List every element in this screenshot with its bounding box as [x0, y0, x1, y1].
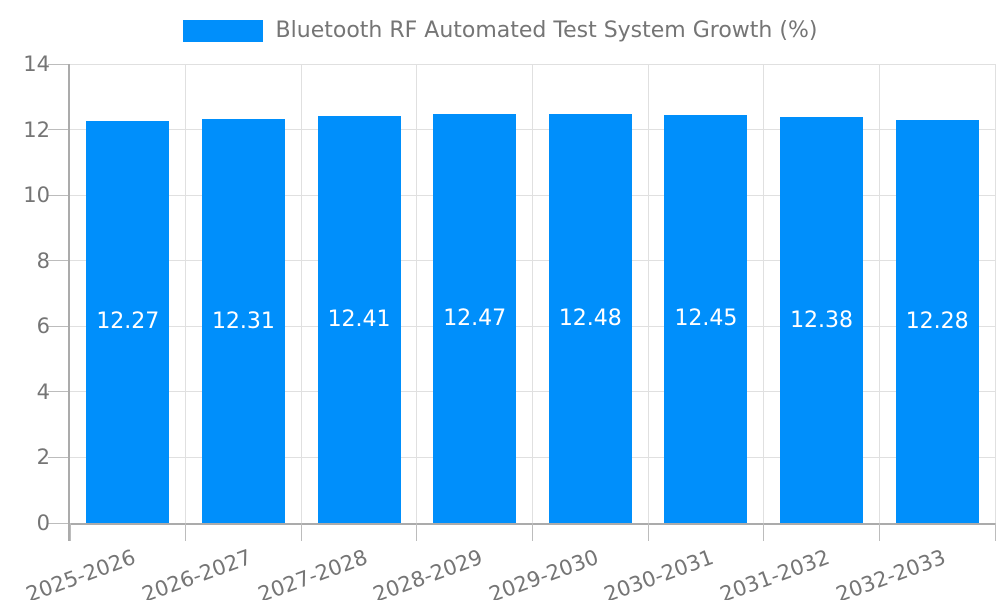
x-axis-label: 2027-2028: [254, 545, 371, 600]
y-axis-label: 12: [23, 117, 50, 142]
bar-value-label: 12.41: [327, 307, 391, 333]
plot-area: 0 2 4 6 8 10 12 14 2025-2026 2026-2027 2027-2028 20…: [23, 52, 996, 600]
y-axis-label: 10: [23, 183, 50, 208]
legend-swatch: [182, 20, 263, 42]
bar[interactable]: 12.28: [895, 120, 979, 523]
x-axis-tick: [763, 523, 765, 541]
y-axis-label: 2: [36, 445, 50, 470]
bar[interactable]: 12.45: [664, 114, 748, 523]
x-axis-tick: [69, 523, 71, 541]
gridline-vertical: [647, 64, 649, 523]
x-axis-tick: [300, 523, 302, 541]
y-axis-label: 8: [36, 248, 50, 273]
bar-value-label: 12.48: [558, 305, 622, 331]
bar-value-label: 12.45: [674, 306, 738, 332]
gridline-vertical: [416, 64, 418, 523]
y-axis-tick: [48, 391, 68, 393]
y-axis-tick: [48, 129, 68, 131]
y-axis-label: 14: [23, 52, 50, 76]
y-axis-tick: [48, 522, 68, 524]
y-axis-label: 0: [36, 511, 50, 535]
bar[interactable]: 12.47: [433, 114, 517, 523]
bar[interactable]: 12.41: [317, 116, 401, 523]
gridline-vertical: [878, 64, 880, 523]
bar-value-label: 12.38: [790, 307, 854, 333]
y-axis-tick: [48, 194, 68, 196]
x-axis-label: 2025-2026: [23, 545, 140, 600]
gridline-vertical: [532, 64, 533, 523]
legend-label: Bluetooth RF Automated Test System Growt…: [275, 18, 818, 43]
gridline-vertical: [300, 64, 302, 523]
x-axis-label: 2026-2027: [138, 545, 255, 600]
y-axis-label: 6: [36, 314, 50, 339]
bar[interactable]: 12.48: [548, 113, 632, 523]
x-axis-line: [68, 523, 995, 525]
legend[interactable]: Bluetooth RF Automated Test System Growt…: [0, 18, 1000, 44]
gridline-vertical: [994, 64, 996, 523]
bar-value-label: 12.28: [905, 309, 969, 335]
x-axis-label: 2028-2029: [370, 545, 486, 600]
y-axis-line: [68, 64, 70, 541]
bar[interactable]: 12.27: [86, 120, 170, 523]
x-axis-tick: [878, 523, 880, 541]
bar-value-label: 12.27: [96, 309, 160, 335]
x-axis-label: 2030-2031: [601, 545, 718, 600]
x-axis-tick: [994, 523, 996, 541]
x-axis-label: 2029-2030: [485, 545, 602, 600]
x-axis-label: 2032-2033: [832, 545, 949, 600]
y-axis-tick: [48, 325, 68, 327]
bar[interactable]: 12.38: [780, 117, 864, 523]
y-axis-tick: [48, 456, 68, 458]
x-axis-tick: [416, 523, 418, 541]
bar[interactable]: 12.31: [201, 119, 285, 523]
y-axis-tick: [48, 260, 68, 262]
x-axis-label: 2031-2032: [716, 545, 833, 600]
gridline-vertical: [763, 64, 765, 523]
y-axis-label: 4: [36, 379, 50, 404]
x-axis-tick: [532, 523, 533, 541]
x-axis-tick: [647, 523, 649, 541]
bar-value-label: 12.47: [443, 306, 507, 332]
x-axis-tick: [185, 523, 187, 541]
bar-value-label: 12.31: [211, 308, 275, 334]
y-axis-tick: [48, 63, 68, 65]
gridline-vertical: [185, 64, 187, 523]
